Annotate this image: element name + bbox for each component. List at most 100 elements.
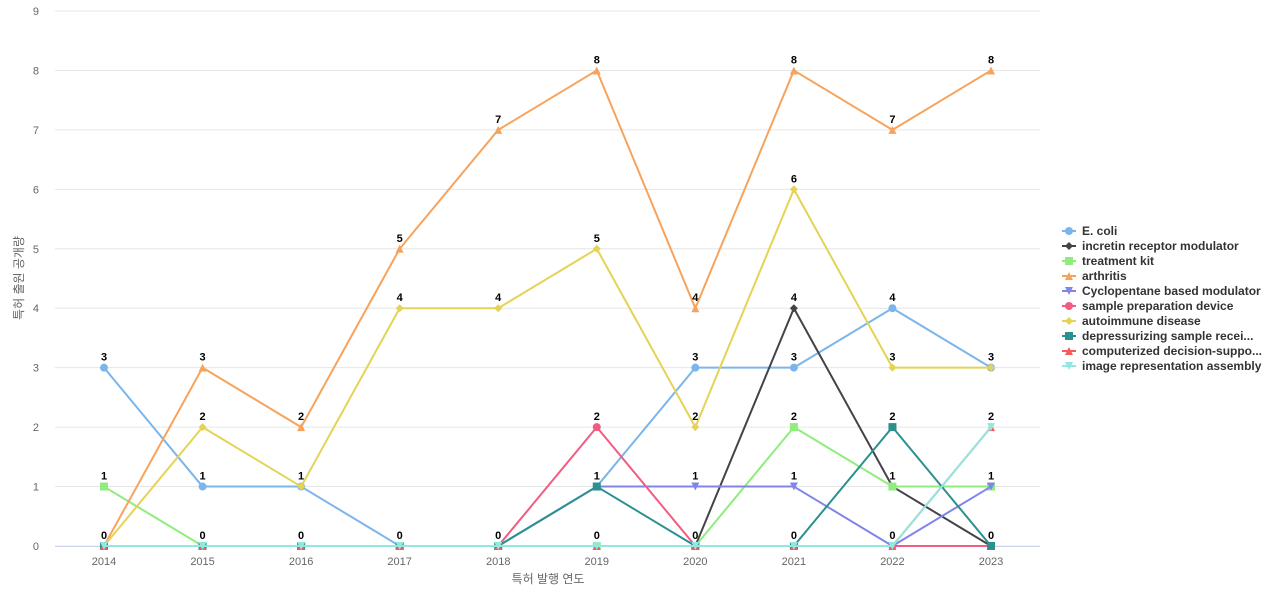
legend-label: Cyclopentane based modulator bbox=[1082, 284, 1261, 298]
data-point bbox=[987, 482, 995, 491]
legend-label: sample preparation device bbox=[1082, 299, 1234, 313]
data-label: 3 bbox=[692, 352, 698, 364]
x-axis: 2014 2015 2016 2017 2018 2019 2020 2021 2022 2023 bbox=[92, 556, 1003, 568]
data-label: 0 bbox=[298, 530, 304, 542]
legend-marker bbox=[1065, 257, 1073, 265]
data-label: 4 bbox=[889, 292, 896, 304]
y-tick-label: 2 bbox=[33, 422, 39, 434]
data-point bbox=[789, 482, 798, 491]
x-tick-label: 2018 bbox=[486, 556, 510, 568]
data-label: 0 bbox=[594, 530, 600, 542]
legend-label: arthritis bbox=[1082, 269, 1127, 283]
x-tick-label: 2022 bbox=[880, 556, 904, 568]
legend-marker bbox=[1065, 347, 1073, 355]
data-label: 3 bbox=[199, 352, 205, 364]
legend-item: arthritis bbox=[1062, 269, 1127, 283]
data-point bbox=[198, 363, 207, 372]
data-point bbox=[789, 66, 798, 75]
data-labels: 3103210210540740852104321086432107432108… bbox=[101, 54, 994, 542]
x-tick-label: 2019 bbox=[585, 556, 609, 568]
data-point bbox=[592, 423, 601, 432]
data-label: 0 bbox=[791, 530, 797, 542]
data-point bbox=[494, 542, 503, 550]
data-label: 3 bbox=[889, 352, 895, 364]
data-point bbox=[592, 542, 601, 550]
legend-label: depressurizing sample recei... bbox=[1082, 329, 1253, 343]
data-point bbox=[888, 304, 897, 313]
data-label: 2 bbox=[199, 411, 205, 423]
data-label: 0 bbox=[495, 530, 501, 542]
data-label: 2 bbox=[692, 411, 698, 423]
data-label: 3 bbox=[988, 352, 994, 364]
data-label: 0 bbox=[199, 530, 205, 542]
data-point bbox=[888, 542, 897, 550]
data-point bbox=[395, 542, 404, 550]
legend-label: autoimmune disease bbox=[1082, 314, 1201, 328]
data-label: 2 bbox=[988, 411, 994, 423]
series-line bbox=[104, 426, 992, 547]
y-axis-title: 특허 출원 공개량 bbox=[12, 236, 26, 320]
data-point bbox=[789, 185, 798, 194]
data-point bbox=[395, 304, 404, 313]
data-point bbox=[592, 482, 601, 491]
legend-marker bbox=[1065, 332, 1073, 340]
x-tick-label: 2021 bbox=[782, 556, 806, 568]
data-point bbox=[888, 363, 897, 372]
data-point bbox=[395, 244, 404, 253]
legend-item: incretin receptor modulator bbox=[1062, 239, 1239, 253]
data-label: 7 bbox=[889, 114, 895, 126]
data-point bbox=[198, 423, 207, 432]
data-point bbox=[789, 423, 798, 432]
data-label: 8 bbox=[988, 54, 994, 66]
data-point bbox=[198, 482, 207, 491]
series-line bbox=[103, 188, 991, 547]
data-point bbox=[297, 423, 306, 432]
data-label: 4 bbox=[791, 292, 798, 304]
legend-marker bbox=[1065, 227, 1073, 235]
legend-item: E. coli bbox=[1062, 224, 1117, 238]
data-label: 1 bbox=[101, 471, 107, 483]
legend-item: autoimmune disease bbox=[1062, 314, 1201, 328]
data-point bbox=[691, 363, 700, 372]
series-arthritis bbox=[100, 66, 995, 550]
legend-marker bbox=[1065, 362, 1073, 370]
data-label: 8 bbox=[791, 54, 797, 66]
legend-item: treatment kit bbox=[1062, 254, 1154, 268]
x-tick-label: 2023 bbox=[979, 556, 1003, 568]
data-point bbox=[987, 66, 995, 75]
data-label: 4 bbox=[692, 292, 699, 304]
legend-item: image representation assembly bbox=[1062, 359, 1262, 373]
data-label: 4 bbox=[397, 292, 404, 304]
series-group bbox=[100, 66, 995, 550]
data-label: 2 bbox=[889, 411, 895, 423]
data-label: 2 bbox=[594, 411, 600, 423]
legend-marker bbox=[1065, 302, 1073, 310]
x-tick-label: 2014 bbox=[92, 556, 116, 568]
data-label: 7 bbox=[495, 114, 501, 126]
legend-marker bbox=[1065, 287, 1073, 295]
data-point bbox=[592, 66, 601, 75]
y-tick-label: 9 bbox=[33, 6, 39, 18]
data-label: 2 bbox=[791, 411, 797, 423]
data-point bbox=[297, 482, 306, 491]
data-point bbox=[789, 304, 798, 313]
data-label: 1 bbox=[889, 471, 895, 483]
legend-marker bbox=[1065, 242, 1073, 250]
data-point bbox=[198, 542, 207, 550]
data-label: 1 bbox=[988, 471, 994, 483]
data-point bbox=[789, 542, 798, 550]
data-label: 2 bbox=[298, 411, 304, 423]
x-axis-title: 특허 발행 연도 bbox=[512, 571, 585, 586]
data-label: 6 bbox=[791, 173, 797, 185]
data-label: 0 bbox=[988, 530, 994, 542]
y-tick-label: 8 bbox=[33, 65, 39, 77]
legend-marker bbox=[1065, 317, 1073, 325]
data-label: 5 bbox=[397, 233, 403, 245]
data-label: 3 bbox=[101, 352, 107, 364]
legend-item: computerized decision-suppo... bbox=[1062, 344, 1262, 358]
legend-label: incretin receptor modulator bbox=[1082, 239, 1239, 253]
y-tick-label: 5 bbox=[33, 244, 39, 256]
x-tick-label: 2016 bbox=[289, 556, 313, 568]
legend-item: depressurizing sample recei... bbox=[1062, 329, 1253, 343]
